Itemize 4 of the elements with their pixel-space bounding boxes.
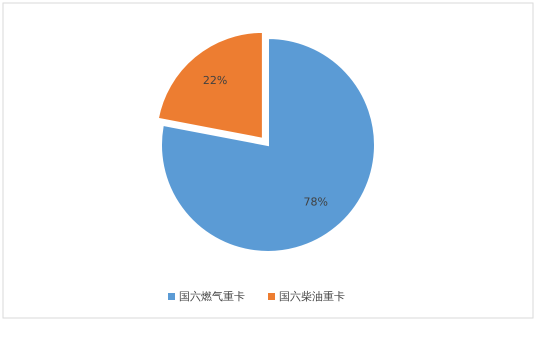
data-label: 78% (304, 196, 328, 209)
legend-label: 国六柴油重卡 (279, 290, 345, 304)
data-label: 22% (202, 74, 228, 88)
legend-label: 国六燃气重卡 (179, 290, 245, 304)
